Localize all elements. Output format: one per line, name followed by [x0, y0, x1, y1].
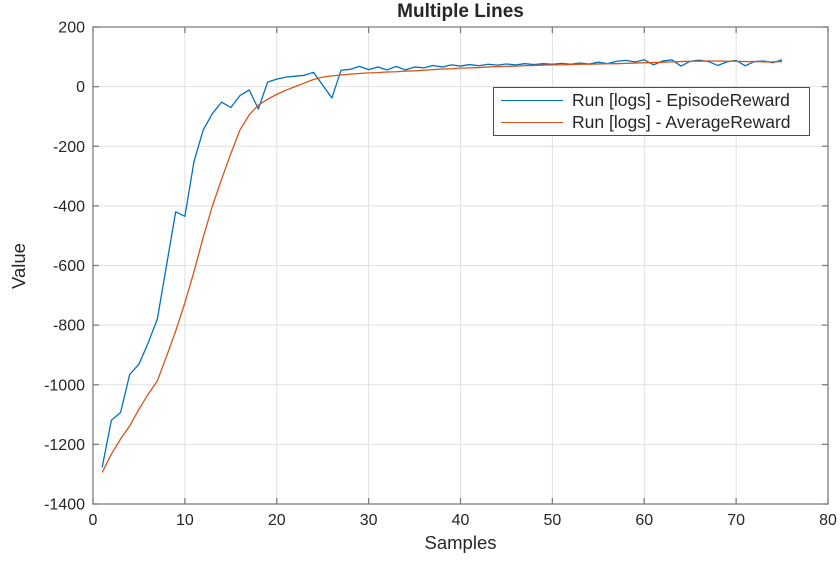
episodereward-line-swatch [501, 100, 563, 101]
x-tick-label: 10 [176, 512, 194, 529]
x-tick-label: 20 [268, 512, 286, 529]
legend-item-averagereward: Run [logs] - AverageReward [494, 112, 809, 134]
legend: Run [logs] - EpisodeReward Run [logs] - … [493, 87, 810, 136]
y-tick-label: -600 [53, 258, 85, 275]
x-tick-label: 80 [819, 512, 837, 529]
legend-item-episodereward: Run [logs] - EpisodeReward [494, 90, 809, 112]
legend-label-averagereward: Run [logs] - AverageReward [572, 112, 791, 132]
y-tick-label: -1000 [44, 377, 85, 394]
averagereward-line-swatch [501, 122, 563, 123]
y-tick-label: 200 [58, 20, 85, 37]
x-tick-label: 30 [360, 512, 378, 529]
episodereward-line [101, 59, 783, 468]
y-axis-label: Value [8, 243, 29, 289]
x-tick-label: 70 [727, 512, 745, 529]
x-tick-label: 60 [635, 512, 653, 529]
y-tick-label: -800 [53, 318, 85, 335]
y-tick-label: 0 [76, 79, 85, 96]
x-tick-label: 50 [543, 512, 561, 529]
chart-title: Multiple Lines [397, 1, 524, 22]
x-tick-label: 0 [89, 512, 98, 529]
y-tick-label: -1400 [44, 497, 85, 514]
x-axis-label: Samples [424, 532, 497, 553]
y-tick-label: -1200 [44, 437, 85, 454]
y-tick-label: -400 [53, 198, 85, 215]
averagereward-line [101, 60, 783, 473]
y-tick-label: -200 [53, 139, 85, 156]
legend-label-episodereward: Run [logs] - EpisodeReward [572, 90, 790, 110]
x-tick-label: 40 [452, 512, 470, 529]
